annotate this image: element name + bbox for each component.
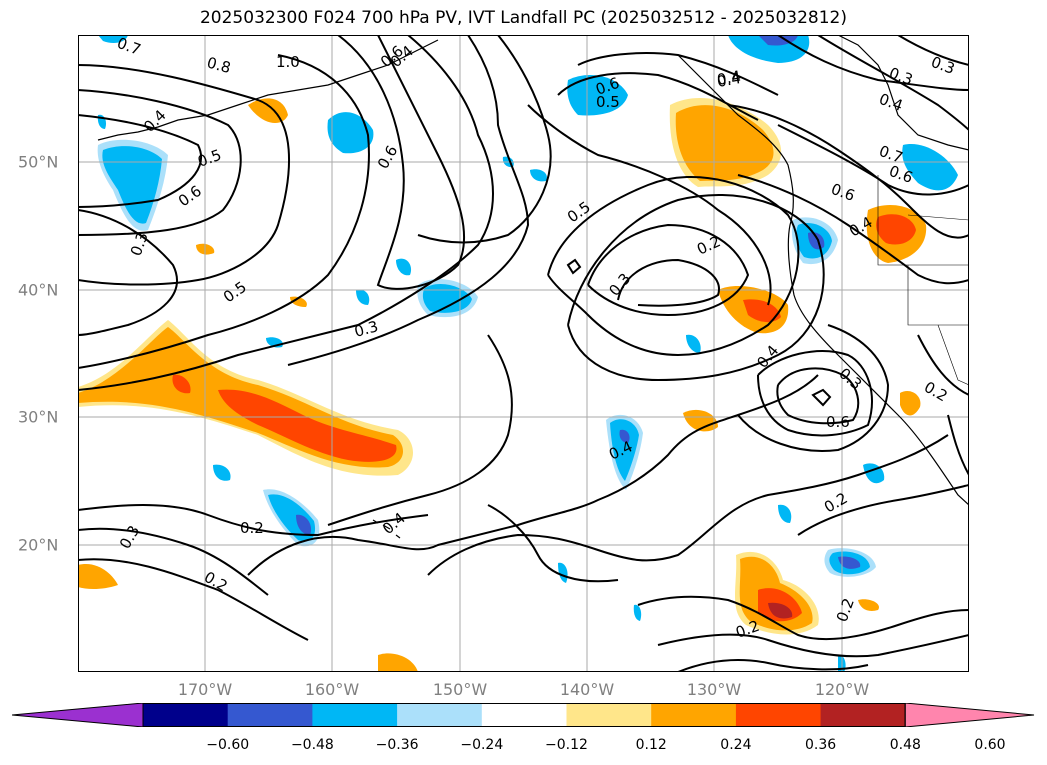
map-frame [78,35,969,672]
colorbar-tick-label: −0.12 [545,737,588,753]
colorbar-tick-label: 0.60 [974,737,1006,753]
contour-label: 0.3 [352,317,380,341]
colorbar-tick-label: −0.60 [206,737,250,753]
lat-label: 20°N [18,535,59,555]
lon-label: 150°W [432,680,488,699]
contour-label: 0.2 [240,519,264,537]
lat-label: 50°N [18,152,59,172]
contour-label: 0.6 [826,413,850,431]
colorbar [12,703,1035,727]
colorbar-segment [312,703,398,727]
contour-label: 1.0 [276,53,300,71]
colorbar-segment [566,703,652,727]
contour-label: 0.8 [205,53,233,77]
colorbar-tick-label: −0.24 [460,737,504,753]
colorbar-tick-label: 0.48 [889,737,921,753]
lon-label: 160°W [304,680,360,699]
colorbar-segment [227,703,313,727]
lat-label: 40°N [18,280,59,300]
colorbar-tick-label: 0.24 [720,737,752,753]
colorbar-segment [397,703,483,727]
colorbar-tick-label: 0.12 [635,737,667,753]
colorbar-segment [820,703,906,727]
colorbar-tick-label: 0.36 [805,737,837,753]
contour-label: 0.4 [716,67,743,89]
lon-label: 140°W [559,680,615,699]
colorbar-tick-label: −0.36 [375,737,419,753]
coastlines [97,35,969,539]
colorbar-segment [735,703,822,727]
lat-label: 30°N [18,407,59,427]
colorbar-segment [651,703,737,727]
contour-label: 0.5 [596,93,620,111]
map-title: 2025032300 F024 700 hPa PV, IVT Landfall… [199,8,847,28]
shading-layer [78,35,958,672]
pv-contours [78,35,969,672]
lon-label: 130°W [686,680,742,699]
map-plot: 0.7 0.8 1.0 0.4 0.5 0.6 0.6 0.5 0.6 0.4 … [78,35,969,672]
lon-label: 120°W [814,680,870,699]
colorbar-extend-low [12,703,144,727]
contour-label: 0.7 [115,35,144,59]
colorbar-segment [481,703,567,727]
contour-label: 0.4 [716,69,743,91]
colorbar-tick-label: −0.48 [290,737,334,753]
gridlines [78,35,969,672]
colorbar-extend-high [904,703,1035,727]
lon-label: 170°W [177,680,233,699]
colorbar-segment [143,703,229,727]
